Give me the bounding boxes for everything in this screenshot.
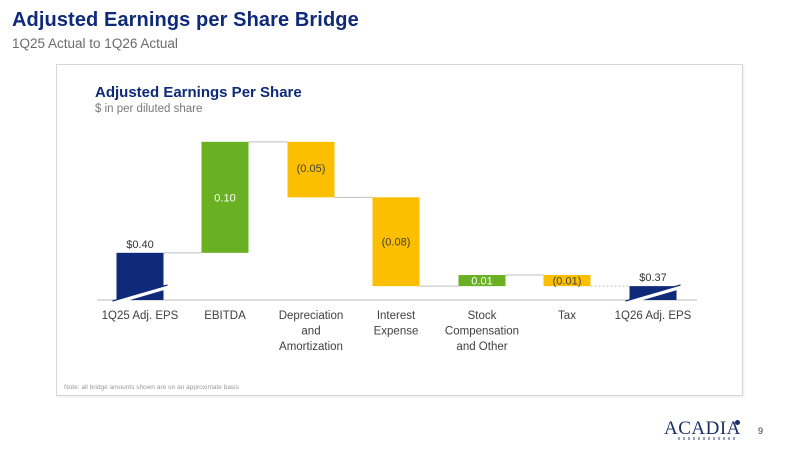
- waterfall-bar: [201, 141, 249, 253]
- waterfall-bar: [543, 275, 591, 287]
- chart-subtitle: $ in per diluted share: [95, 103, 203, 115]
- data-label: (0.01): [553, 276, 582, 288]
- data-label: (0.08): [382, 237, 411, 249]
- category-label: Expense: [374, 326, 419, 338]
- waterfall-bar: [287, 141, 335, 198]
- company-logo: ACADIA: [664, 418, 744, 446]
- slide-subtitle: 1Q25 Actual to 1Q26 Actual: [12, 36, 178, 51]
- data-label: 0.01: [471, 276, 492, 288]
- page-number: 9: [758, 426, 764, 436]
- data-label: $0.37: [639, 272, 667, 284]
- axis-break-mark: [624, 285, 682, 305]
- category-label: and Other: [456, 341, 507, 353]
- logo-wordmark: ACADIA: [664, 418, 741, 439]
- category-label: and: [301, 326, 320, 338]
- waterfall-bar: [372, 197, 420, 287]
- data-label: 0.10: [214, 192, 235, 204]
- logo-tagline-icon: [678, 437, 738, 440]
- category-label: EBITDA: [204, 310, 246, 322]
- slide-title: Adjusted Earnings per Share Bridge: [12, 9, 359, 31]
- category-label: Stock: [468, 310, 497, 322]
- footnote: Note: all bridge amounts shown are on an…: [64, 384, 239, 391]
- chart-title: Adjusted Earnings Per Share: [95, 84, 302, 101]
- category-label: Interest: [377, 310, 416, 322]
- data-label: $0.40: [126, 239, 154, 251]
- category-label: Tax: [558, 310, 576, 322]
- axis-break-mark: [112, 284, 168, 302]
- category-label: Compensation: [445, 326, 519, 338]
- logo-mark-icon: [735, 420, 740, 425]
- axis-break-mark: [625, 284, 681, 302]
- category-label: 1Q26 Adj. EPS: [615, 310, 692, 322]
- data-label: (0.05): [297, 163, 326, 175]
- category-label: Depreciation: [279, 310, 344, 322]
- waterfall-bar: [458, 275, 506, 287]
- category-label: Amortization: [279, 341, 343, 353]
- category-label: 1Q25 Adj. EPS: [102, 310, 179, 322]
- axis-break-mark: [111, 285, 169, 305]
